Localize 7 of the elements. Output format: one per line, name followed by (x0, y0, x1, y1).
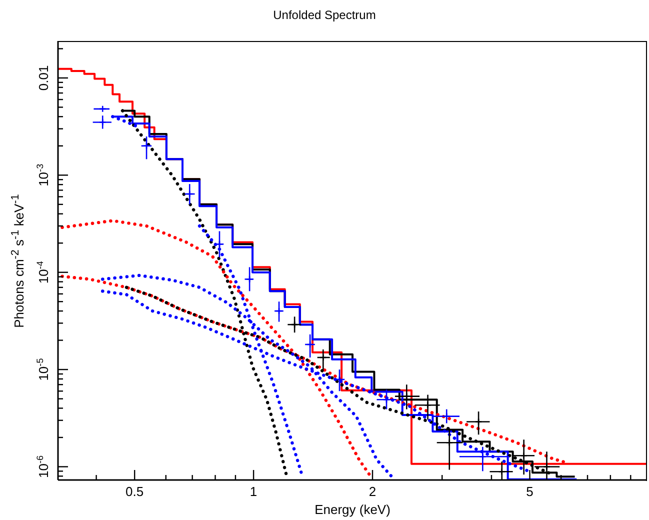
x-tick-label: 0.5 (126, 484, 144, 499)
chart-title: Unfolded Spectrum (272, 8, 377, 22)
x-tick-label: 2 (368, 484, 376, 499)
x-tick-label: 5 (526, 484, 534, 499)
y-tick-label: 0.01 (36, 65, 51, 91)
x-tick-label: 1 (250, 484, 258, 499)
x-axis-title: Energy (keV) (314, 502, 392, 517)
